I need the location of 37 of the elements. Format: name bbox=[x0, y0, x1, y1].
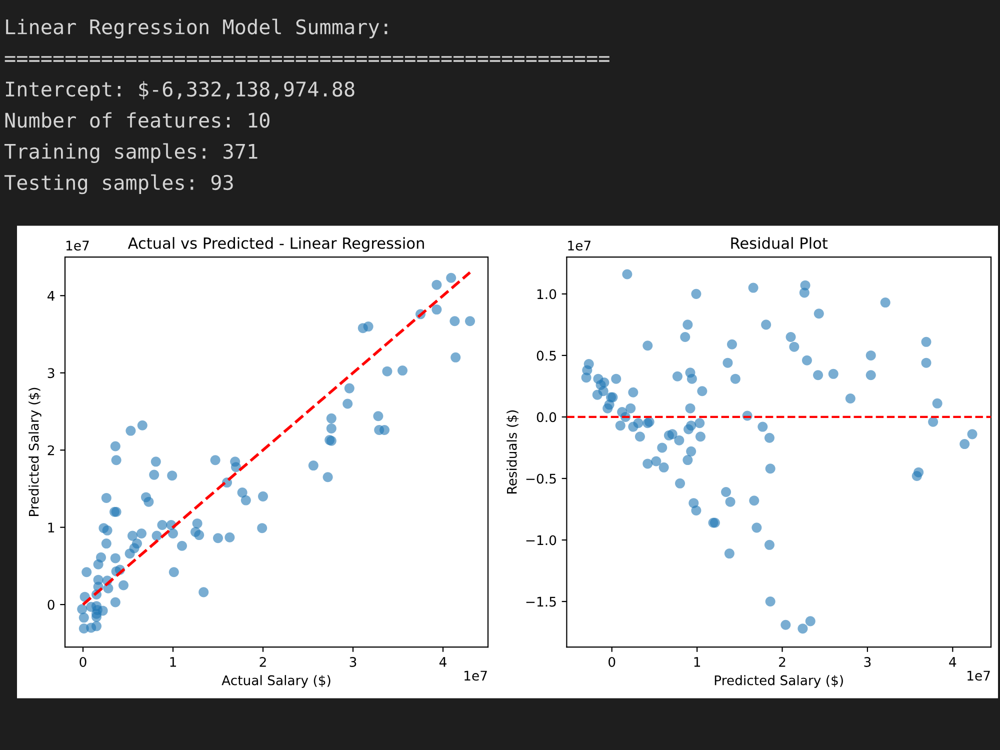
y-tick-label: 0.0 bbox=[536, 412, 556, 422]
text: 1e7 bbox=[464, 670, 487, 681]
y-tick-label: 1.0 bbox=[537, 289, 556, 300]
x-axis-title: Actual Salary ($) bbox=[222, 675, 330, 688]
chart-title: Residual Plot bbox=[731, 237, 828, 249]
y-tick-label: 0.5 bbox=[536, 350, 556, 361]
y-tick-label: 3 bbox=[48, 368, 54, 378]
y-tick-label: −1.0 bbox=[526, 535, 556, 546]
y-axis-title: Predicted Salary ($) bbox=[28, 388, 42, 516]
text: ================================================== bbox=[4, 56, 610, 62]
x-tick-label: 1 bbox=[170, 657, 176, 667]
y-tick-label: 0 bbox=[48, 600, 54, 610]
x-tick-label: 2 bbox=[779, 656, 786, 667]
text: Testing samples: 93 bbox=[4, 174, 233, 194]
x-tick-label: 3 bbox=[350, 656, 356, 667]
x-tick-label: 4 bbox=[439, 657, 446, 667]
x-tick-label: 2 bbox=[260, 656, 266, 667]
y-tick-label: −0.5 bbox=[526, 474, 556, 484]
text: Training samples: 371 bbox=[4, 143, 258, 163]
text: 1e7 bbox=[968, 670, 990, 681]
text: Intercept: $-6,332,138,974.88 bbox=[6, 81, 354, 101]
x-tick-label: 0 bbox=[608, 656, 616, 667]
y-tick-label: −1.5 bbox=[526, 596, 556, 607]
x-tick-label: 4 bbox=[949, 657, 956, 667]
x-tick-label: 3 bbox=[864, 656, 871, 667]
text: 1e7 bbox=[568, 240, 590, 251]
text: 1e7 bbox=[66, 240, 89, 251]
chart-title: Actual vs Predicted - Linear Regression bbox=[128, 237, 424, 252]
x-tick-label: 0 bbox=[80, 656, 86, 667]
y-axis-title: Residuals ($) bbox=[506, 410, 519, 494]
y-tick-label: 1 bbox=[48, 522, 54, 532]
x-tick-label: 1 bbox=[694, 657, 700, 667]
text: Number of features: 10 bbox=[5, 112, 270, 128]
y-tick-label: 2 bbox=[48, 445, 54, 456]
text: Linear Regression Model Summary: bbox=[6, 18, 388, 38]
x-axis-title: Predicted Salary ($) bbox=[714, 675, 843, 688]
y-tick-label: 4 bbox=[48, 291, 55, 301]
